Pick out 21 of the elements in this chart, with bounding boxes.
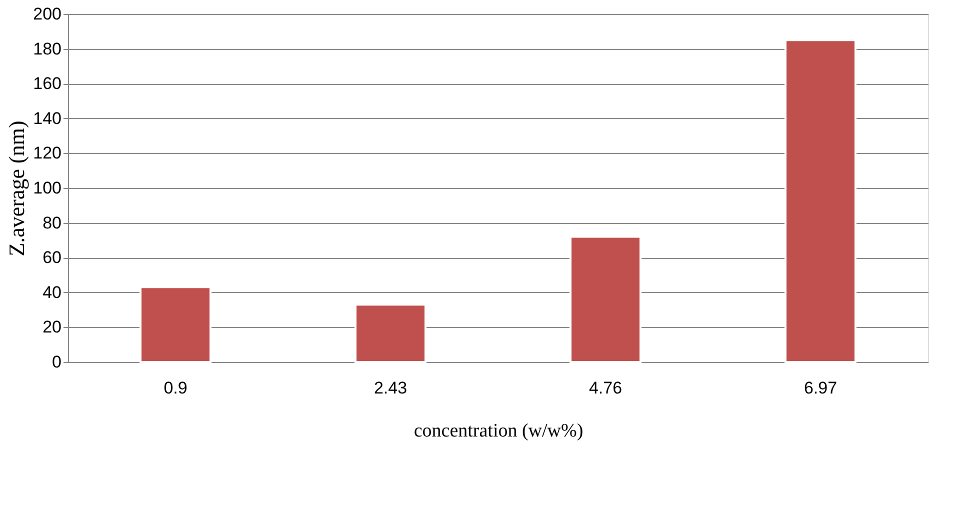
x-axis-title: concentration (w/w%) (414, 420, 584, 442)
x-tick-label: 0.9 (164, 378, 188, 398)
y-tick-label: 0 (52, 352, 62, 372)
x-tick-label: 4.76 (588, 378, 622, 398)
y-tick-label: 80 (42, 213, 62, 232)
x-tick-label: 2.43 (374, 378, 408, 398)
y-tick-label: 100 (33, 178, 62, 198)
y-tick-label: 60 (42, 248, 62, 268)
bar (354, 304, 426, 363)
y-tick-label: 140 (33, 108, 62, 128)
y-tick-label: 180 (33, 39, 62, 58)
x-tick-label: 6.97 (804, 378, 838, 398)
bar (140, 286, 212, 363)
y-tick-label: 40 (42, 282, 62, 302)
y-tick-label: 120 (33, 144, 62, 163)
y-axis-title: Z.average (nm) (4, 120, 30, 256)
y-tick-label: 160 (33, 74, 62, 94)
bar (570, 236, 642, 363)
y-tick-label: 200 (33, 4, 62, 24)
bar (784, 39, 856, 363)
y-tick-label: 20 (42, 318, 62, 337)
